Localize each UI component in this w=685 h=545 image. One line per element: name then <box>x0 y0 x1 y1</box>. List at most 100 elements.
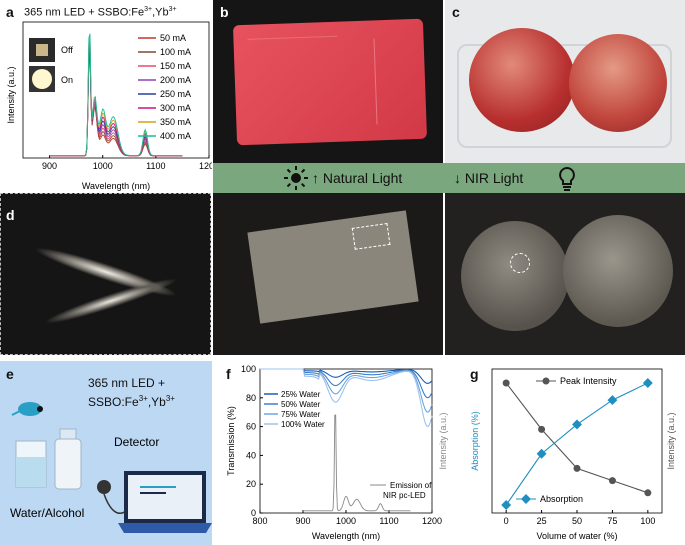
panel-e-letter: e <box>6 366 14 382</box>
panel-g-chart: Absorption (%) Intensity (a.u.) Volume o… <box>470 368 676 541</box>
x-axis-label: Volume of water (%) <box>536 531 617 541</box>
x-tick-label: 900 <box>42 161 57 171</box>
legend: 50 mA 100 mA 150 mA 200 mA 250 mA 300 mA 350 m… <box>138 33 191 141</box>
panel-b-letter: b <box>220 4 229 20</box>
legend-label: 75% Water <box>281 410 321 419</box>
x-tick-label: 900 <box>295 516 310 526</box>
beaker-icon <box>15 440 47 488</box>
title-part: ,Yb <box>152 6 169 19</box>
panel-b-photo <box>213 0 443 163</box>
peak-intensity-point <box>538 425 546 433</box>
panel-a-chart: Intensity (a.u.) Wavelength (nm) 900 1000… <box>6 21 212 191</box>
laptop-icon <box>118 471 212 533</box>
panel-f-letter: f <box>226 366 231 382</box>
series-line <box>505 382 649 494</box>
x-ticks: 0 25 50 75 100 <box>504 510 655 526</box>
x-tick-label: 1000 <box>93 161 113 171</box>
panel-a-title: 365 nm LED + SSBO:Fe3+,Yb3+ <box>24 6 177 19</box>
led-device-icon <box>11 402 43 416</box>
y-tick-label: 60 <box>246 422 256 432</box>
peak-legend-label: Peak Intensity <box>560 376 617 386</box>
legend-label: 250 mA <box>160 89 191 99</box>
spectra <box>49 33 183 157</box>
panel-f-chart: Transmission (%) Intensity (a.u.) Wavele… <box>226 364 448 541</box>
absorption-point <box>607 395 618 406</box>
red-card <box>232 18 428 146</box>
natural-light-text: Natural Light <box>322 170 403 186</box>
peak-intensity-point <box>644 489 652 497</box>
peak-intensity-point <box>502 379 510 387</box>
plot-frame <box>491 368 663 514</box>
title-part: 365 nm LED + SSBO:Fe <box>24 6 145 19</box>
source-line2-text: SSBO:Fe <box>88 395 139 409</box>
source-sup: 3+ <box>165 394 175 403</box>
absorption-point <box>642 378 653 388</box>
panel-d-letter: d <box>6 207 15 223</box>
inset-on-label: On <box>61 75 73 85</box>
legend-label: 50% Water <box>281 400 321 409</box>
y-axis-right-label: Intensity (a.u.) <box>438 412 448 469</box>
x-tick-label: 1000 <box>336 516 356 526</box>
nir-light-text: NIR Light <box>464 170 524 186</box>
y-axis-left-label: Absorption (%) <box>470 411 480 471</box>
led-glow <box>32 69 52 89</box>
emission-line <box>303 414 411 512</box>
plot-frame <box>22 21 210 159</box>
chip-highlight <box>351 222 391 250</box>
source-line2: SSBO:Fe3+,Yb3+ <box>88 391 175 410</box>
source-line2-text: ,Yb <box>147 395 166 409</box>
x-tick-label: 1100 <box>379 516 398 526</box>
legend-label: 150 mA <box>160 61 191 71</box>
x-tick-label: 75 <box>607 516 617 526</box>
emission-legend-line2: NIR pc-LED <box>383 491 426 500</box>
water-alcohol-label: Water/Alcohol <box>10 506 84 520</box>
legend-label: 100% Water <box>281 420 325 429</box>
bruise-highlight <box>510 253 530 273</box>
absorption-legend-marker <box>521 494 531 504</box>
legend-label: 400 mA <box>160 131 191 141</box>
apple-right <box>569 34 667 132</box>
spectrum-line <box>49 33 183 156</box>
axis-ticks: 800 900 1000 1100 1200 0 20 40 60 80 100 <box>241 364 442 526</box>
y-tick-label: 40 <box>246 450 256 460</box>
nir-apple-photo <box>445 193 685 355</box>
plastic-tray <box>457 44 672 148</box>
lightbulb-icon <box>559 166 575 191</box>
panel-a-letter: a <box>6 4 14 20</box>
panel-d-photo <box>0 193 211 355</box>
series-line <box>505 382 649 506</box>
x-tick-label: 25 <box>537 516 547 526</box>
x-tick-label: 100 <box>640 516 655 526</box>
y-axis-label: Transmission (%) <box>226 406 236 476</box>
card-text-lines <box>247 35 340 99</box>
nir-card-photo <box>213 193 443 355</box>
sun-icon <box>284 166 308 190</box>
legend-label: 25% Water <box>281 390 321 399</box>
title-sup: 3+ <box>144 6 153 13</box>
source-sup: 3+ <box>138 394 148 403</box>
x-tick-label: 1100 <box>146 161 165 171</box>
x-axis-label: Wavelength (nm) <box>82 181 150 191</box>
absorption-point <box>501 500 512 510</box>
peak-intensity-point <box>573 464 581 472</box>
y-axis-label: Intensity (a.u.) <box>6 66 16 123</box>
transmission-line <box>260 368 433 427</box>
absorption-legend-label: Absorption <box>540 494 583 504</box>
panel-e-drawing: Detector Water/Alcohol <box>10 402 212 533</box>
inset-off-label: Off <box>61 45 73 55</box>
natural-light-label: ↑ Natural Light <box>312 170 403 186</box>
y-axis-right-label: Intensity (a.u.) <box>666 412 676 469</box>
transmission-curves <box>260 368 433 512</box>
absorption-point <box>572 419 582 430</box>
source-line1: 365 nm LED + <box>88 376 166 390</box>
y-tick-label: 0 <box>251 508 256 518</box>
peak-legend-marker <box>542 377 550 385</box>
nir-light-label: ↓ NIR Light <box>454 170 524 186</box>
panel-c-photo <box>445 0 685 163</box>
legend-label: 300 mA <box>160 103 191 113</box>
detector-label: Detector <box>114 435 159 449</box>
y-tick-label: 20 <box>246 479 256 489</box>
x-tick-label: 1200 <box>199 161 212 171</box>
x-tick-label: 1200 <box>422 516 442 526</box>
